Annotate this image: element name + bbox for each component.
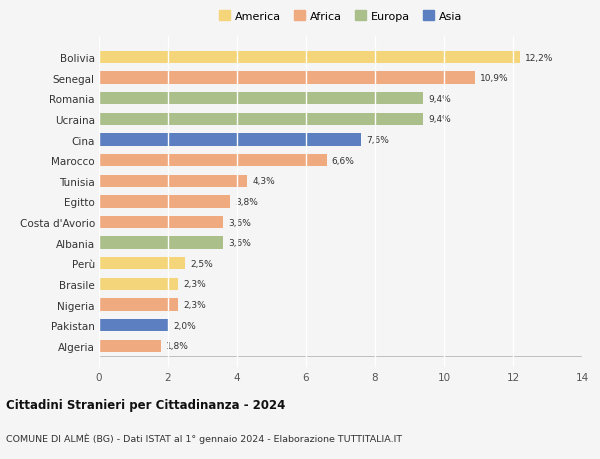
- Legend: America, Africa, Europa, Asia: America, Africa, Europa, Asia: [217, 9, 464, 24]
- Text: 1,8%: 1,8%: [166, 341, 189, 351]
- Bar: [99, 73, 475, 84]
- Text: 2,3%: 2,3%: [184, 280, 206, 289]
- Text: 9,4%: 9,4%: [428, 115, 451, 124]
- Text: 3,6%: 3,6%: [229, 239, 251, 247]
- Text: 12,2%: 12,2%: [525, 53, 553, 62]
- Text: 6,6%: 6,6%: [332, 157, 355, 165]
- Bar: [99, 257, 185, 270]
- Text: 2,0%: 2,0%: [173, 321, 196, 330]
- Text: 10,9%: 10,9%: [480, 74, 509, 83]
- Bar: [99, 113, 424, 126]
- Bar: [99, 52, 520, 64]
- Bar: [99, 340, 161, 352]
- Text: 2,5%: 2,5%: [190, 259, 213, 268]
- Text: COMUNE DI ALMÈ (BG) - Dati ISTAT al 1° gennaio 2024 - Elaborazione TUTTITALIA.IT: COMUNE DI ALMÈ (BG) - Dati ISTAT al 1° g…: [6, 432, 402, 442]
- Text: 7,6%: 7,6%: [367, 136, 389, 145]
- Text: 4,3%: 4,3%: [253, 177, 275, 186]
- Bar: [99, 319, 168, 331]
- Bar: [99, 278, 178, 291]
- Bar: [99, 216, 223, 229]
- Text: Cittadini Stranieri per Cittadinanza - 2024: Cittadini Stranieri per Cittadinanza - 2…: [6, 398, 286, 412]
- Bar: [99, 93, 424, 105]
- Bar: [99, 134, 361, 146]
- Bar: [99, 237, 223, 249]
- Bar: [99, 196, 230, 208]
- Text: 3,6%: 3,6%: [229, 218, 251, 227]
- Text: 3,8%: 3,8%: [235, 197, 258, 207]
- Bar: [99, 155, 326, 167]
- Bar: [99, 175, 247, 188]
- Text: 2,3%: 2,3%: [184, 300, 206, 309]
- Bar: [99, 299, 178, 311]
- Text: 9,4%: 9,4%: [428, 95, 451, 104]
